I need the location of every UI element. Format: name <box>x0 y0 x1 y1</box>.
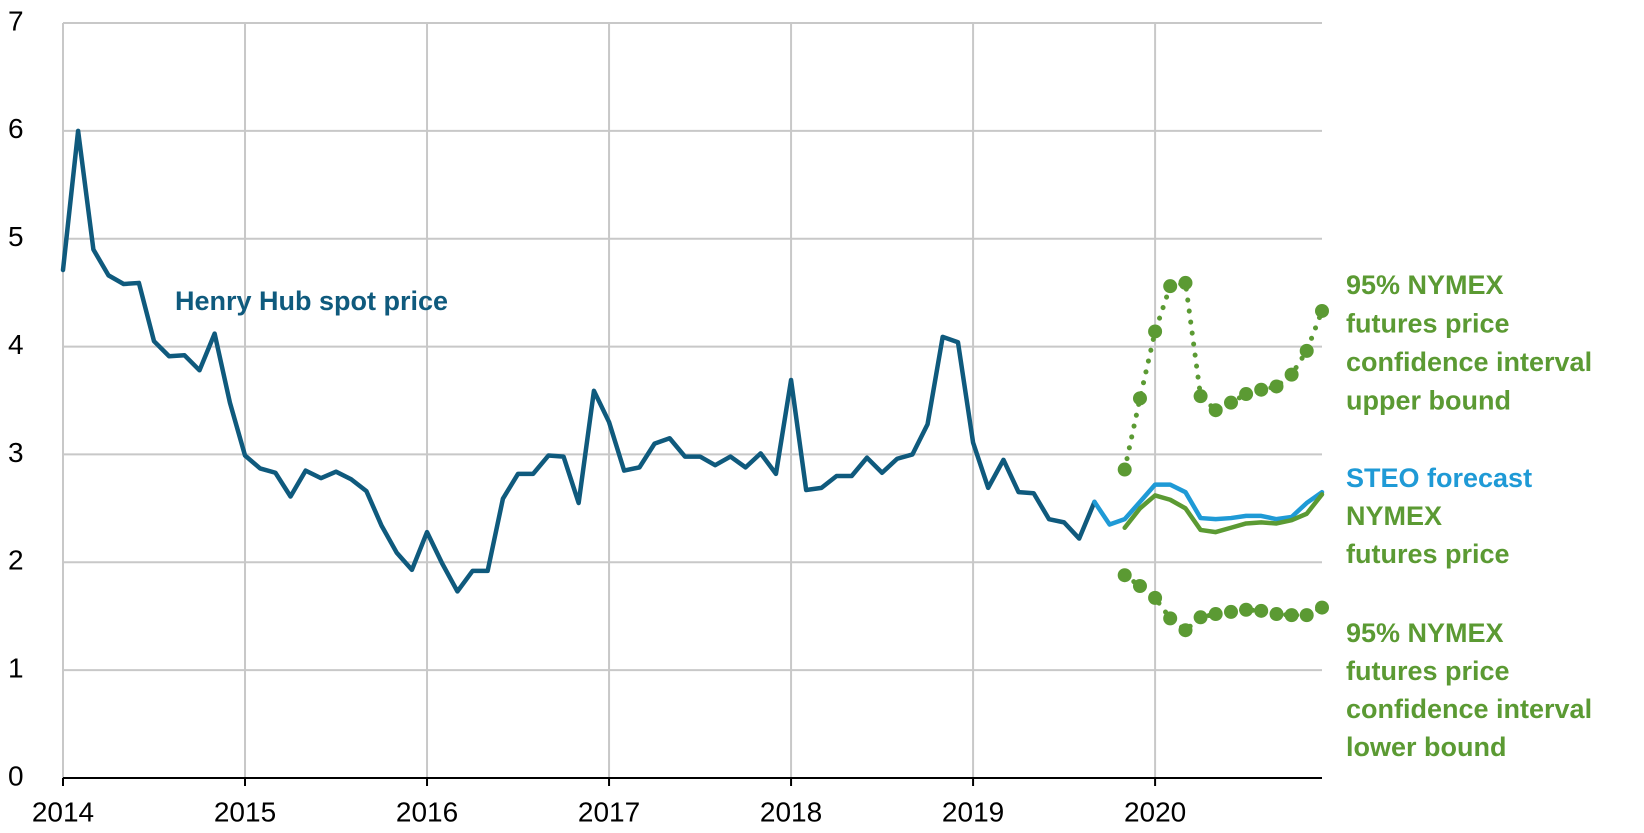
y-tick-label: 3 <box>8 437 24 468</box>
annotation: NYMEX <box>1346 501 1442 531</box>
annotation: upper bound <box>1346 386 1511 416</box>
annotation: futures price <box>1346 656 1510 686</box>
data-point <box>1223 395 1238 410</box>
data-point <box>1284 367 1299 382</box>
data-point <box>1132 579 1147 594</box>
data-point <box>1132 391 1147 406</box>
data-point <box>1284 608 1299 623</box>
data-point <box>1239 387 1254 402</box>
y-tick-label: 7 <box>8 5 24 36</box>
data-point <box>1208 403 1223 418</box>
data-point <box>1117 568 1132 583</box>
data-point <box>1299 343 1314 358</box>
data-point <box>1315 303 1329 318</box>
y-tick-label: 6 <box>8 113 24 144</box>
annotation: confidence interval <box>1346 694 1592 724</box>
data-point <box>1223 604 1238 619</box>
data-point <box>1163 279 1178 294</box>
data-point <box>1117 462 1132 477</box>
data-point <box>1178 275 1193 290</box>
y-tick-label: 1 <box>8 653 24 684</box>
y-tick-label: 4 <box>8 329 24 360</box>
x-tick-label: 2018 <box>760 796 822 827</box>
data-point <box>1193 389 1208 404</box>
x-tick-label: 2019 <box>942 796 1004 827</box>
data-point <box>1208 607 1223 622</box>
y-tick-label: 2 <box>8 545 24 576</box>
x-tick-label: 2020 <box>1124 796 1186 827</box>
data-point <box>1178 623 1193 638</box>
x-tick-label: 2016 <box>396 796 458 827</box>
series-line <box>1122 492 1325 535</box>
annotation: futures price <box>1346 539 1510 569</box>
y-tick-label: 0 <box>8 760 24 791</box>
annotation: STEO forecast <box>1346 463 1532 493</box>
annotation: 95% NYMEX <box>1346 618 1504 648</box>
annotation: confidence interval <box>1346 347 1592 377</box>
annotation: lower bound <box>1346 732 1506 762</box>
data-point <box>1239 602 1254 617</box>
y-tick-label: 5 <box>8 221 24 252</box>
data-point <box>1163 611 1178 626</box>
data-point <box>1193 610 1208 625</box>
data-point <box>1269 607 1284 622</box>
data-point <box>1254 603 1269 618</box>
series-line <box>60 128 1097 594</box>
x-tick-label: 2015 <box>214 796 276 827</box>
annotation: 95% NYMEX <box>1346 270 1504 300</box>
x-tick-label: 2017 <box>578 796 640 827</box>
data-point <box>1148 324 1163 339</box>
data-point <box>1269 379 1284 394</box>
series-line <box>1092 482 1325 527</box>
data-point <box>1315 600 1329 615</box>
data-point <box>1148 590 1163 605</box>
data-point <box>1299 608 1314 623</box>
x-tick-label: 2014 <box>32 796 94 827</box>
annotation: futures price <box>1346 309 1510 339</box>
data-point <box>1254 382 1269 397</box>
annotation: Henry Hub spot price <box>175 286 448 316</box>
